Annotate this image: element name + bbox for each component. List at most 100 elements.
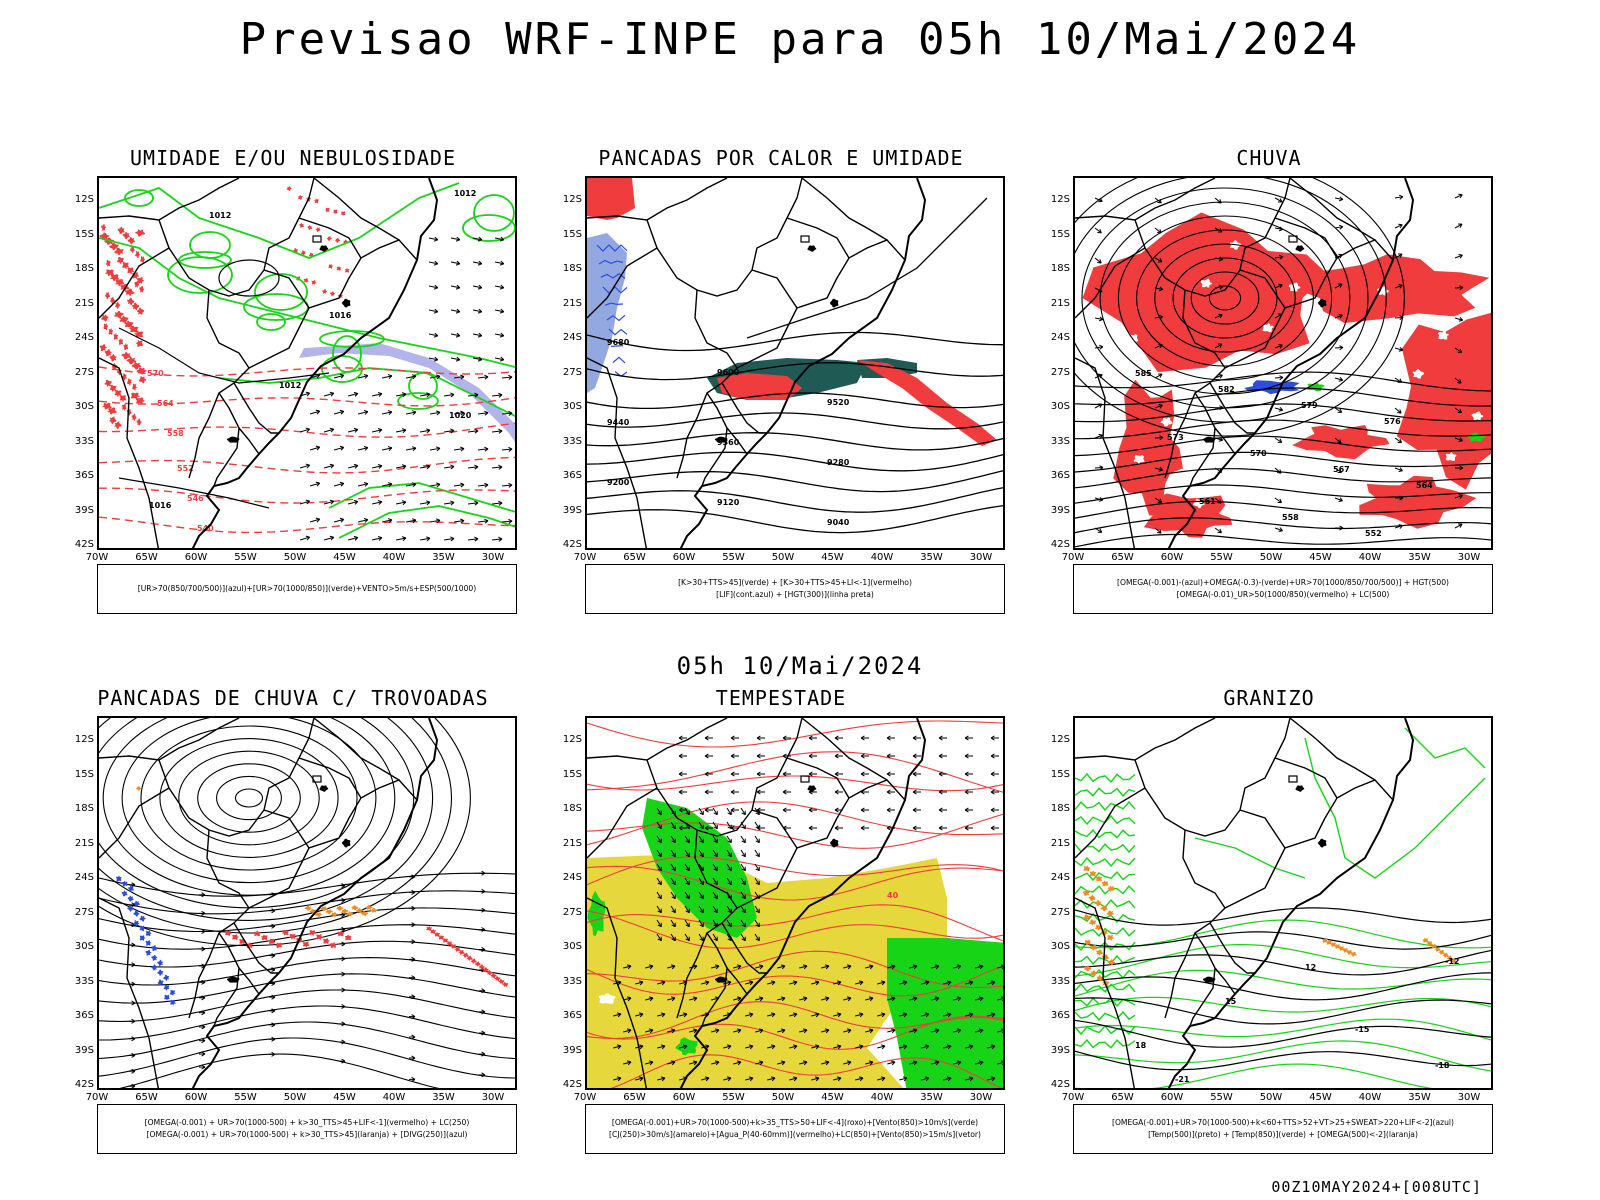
vector-shaft xyxy=(789,981,798,985)
vector-head xyxy=(1098,373,1103,379)
vector-head xyxy=(881,1044,886,1050)
vector-head xyxy=(860,825,865,831)
vector-shaft xyxy=(1094,257,1102,264)
wind-vector xyxy=(931,1060,940,1066)
vector-shaft xyxy=(701,1077,710,1081)
vector-shaft xyxy=(679,1045,688,1049)
wind-vector xyxy=(990,807,999,813)
lat-tick-label: 39S xyxy=(1050,1044,1070,1056)
vector-head xyxy=(1398,346,1404,352)
vector-shaft xyxy=(987,1077,996,1081)
vector-head xyxy=(886,789,891,795)
wind-vector xyxy=(428,356,439,362)
vector-shaft xyxy=(468,538,479,541)
streamline-arrow xyxy=(1094,527,1103,533)
streamline-arrow xyxy=(1094,344,1104,350)
vector-head xyxy=(671,922,676,928)
streamline-arrow xyxy=(339,926,346,932)
lon-tick-label: 55W xyxy=(1210,1092,1233,1103)
precip-water-label: 40 xyxy=(887,891,899,900)
hgt500-contour xyxy=(1075,451,1491,473)
thunderstorm-red-spot xyxy=(337,930,345,937)
contour-label: 1016 xyxy=(329,311,352,320)
country-border xyxy=(1214,967,1236,995)
wind-vector xyxy=(454,410,465,416)
lon-tick-label: 45W xyxy=(821,552,844,563)
vector-head xyxy=(771,1012,776,1018)
lon-tick-label: 60W xyxy=(1160,552,1184,563)
wind-vector xyxy=(789,1044,798,1050)
isobar-contour xyxy=(118,327,330,384)
vector-shaft xyxy=(1394,284,1403,289)
vector-head xyxy=(315,445,321,451)
legend-box: [OMEGA(-0.001) + UR>70(1000-500) + k>30_… xyxy=(97,1104,517,1154)
vector-shaft xyxy=(623,965,632,969)
humidity-red-speckle xyxy=(309,252,314,258)
vector-head xyxy=(671,894,676,900)
streamline-arrow xyxy=(199,1024,206,1030)
vector-head xyxy=(705,1076,710,1082)
vector-shaft xyxy=(1094,497,1103,501)
streamline-arrow xyxy=(269,908,276,914)
wind-vector xyxy=(767,1044,776,1050)
vector-head xyxy=(508,374,513,380)
vector-head xyxy=(484,446,489,452)
thunderstorm-orange-spot xyxy=(309,908,318,914)
vector-head xyxy=(938,825,943,831)
lake-shape xyxy=(807,785,817,792)
wind-vector xyxy=(623,1028,632,1034)
vector-head xyxy=(657,838,662,844)
lon-tick-label: 50W xyxy=(771,1092,795,1103)
vector-shaft xyxy=(1094,346,1103,349)
vector-shaft xyxy=(740,905,746,914)
wind-vector xyxy=(347,391,359,397)
streamline-contour xyxy=(197,763,301,833)
rain-gap xyxy=(1445,452,1457,461)
lat-tick-label: 18S xyxy=(562,803,582,814)
wind-vector xyxy=(406,374,417,380)
vector-shaft xyxy=(1394,347,1403,351)
vector-head xyxy=(499,284,505,290)
wind-vector xyxy=(382,482,393,487)
vector-shaft xyxy=(953,1029,962,1033)
vector-head xyxy=(353,499,359,505)
vector-head xyxy=(271,1008,276,1014)
vector-head xyxy=(131,1083,136,1088)
country-border xyxy=(313,178,400,241)
vector-shaft xyxy=(865,997,874,1001)
country-border xyxy=(1075,897,1135,1088)
omega-orange-spot xyxy=(1434,947,1441,952)
wind-vector xyxy=(684,891,690,900)
streamline-contour xyxy=(99,924,515,950)
country-border xyxy=(1274,217,1338,259)
vector-head xyxy=(678,825,683,831)
wind-vector xyxy=(516,393,517,397)
vector-head xyxy=(808,753,813,759)
vector-head xyxy=(201,1038,206,1044)
country-border xyxy=(1189,932,1216,1027)
vector-head xyxy=(617,1044,622,1050)
lon-tick-label: 55W xyxy=(722,552,745,563)
vector-shaft xyxy=(396,465,407,469)
country-border xyxy=(1289,718,1376,781)
lon-tick-label: 35W xyxy=(432,1092,455,1103)
vector-head xyxy=(859,1044,864,1050)
vector-shaft xyxy=(811,1045,820,1049)
divergence-blue-spot xyxy=(121,880,128,887)
vector-head xyxy=(481,1009,486,1015)
wind-vector xyxy=(502,410,513,416)
wind-vector xyxy=(931,1028,940,1034)
vector-head xyxy=(1458,437,1463,442)
vector-head xyxy=(315,409,321,415)
lake-shape xyxy=(341,298,351,308)
humidity-red-speckle xyxy=(113,333,118,340)
vector-shaft xyxy=(382,483,392,487)
vector-shaft xyxy=(635,981,644,985)
wind-vector xyxy=(656,821,662,830)
vector-head xyxy=(341,971,346,977)
vector-head xyxy=(969,1044,974,1050)
streamline-contour xyxy=(99,1037,515,1079)
vector-head xyxy=(913,996,918,1002)
jet-yellow-area xyxy=(587,853,947,1088)
vector-head xyxy=(979,1028,984,1034)
